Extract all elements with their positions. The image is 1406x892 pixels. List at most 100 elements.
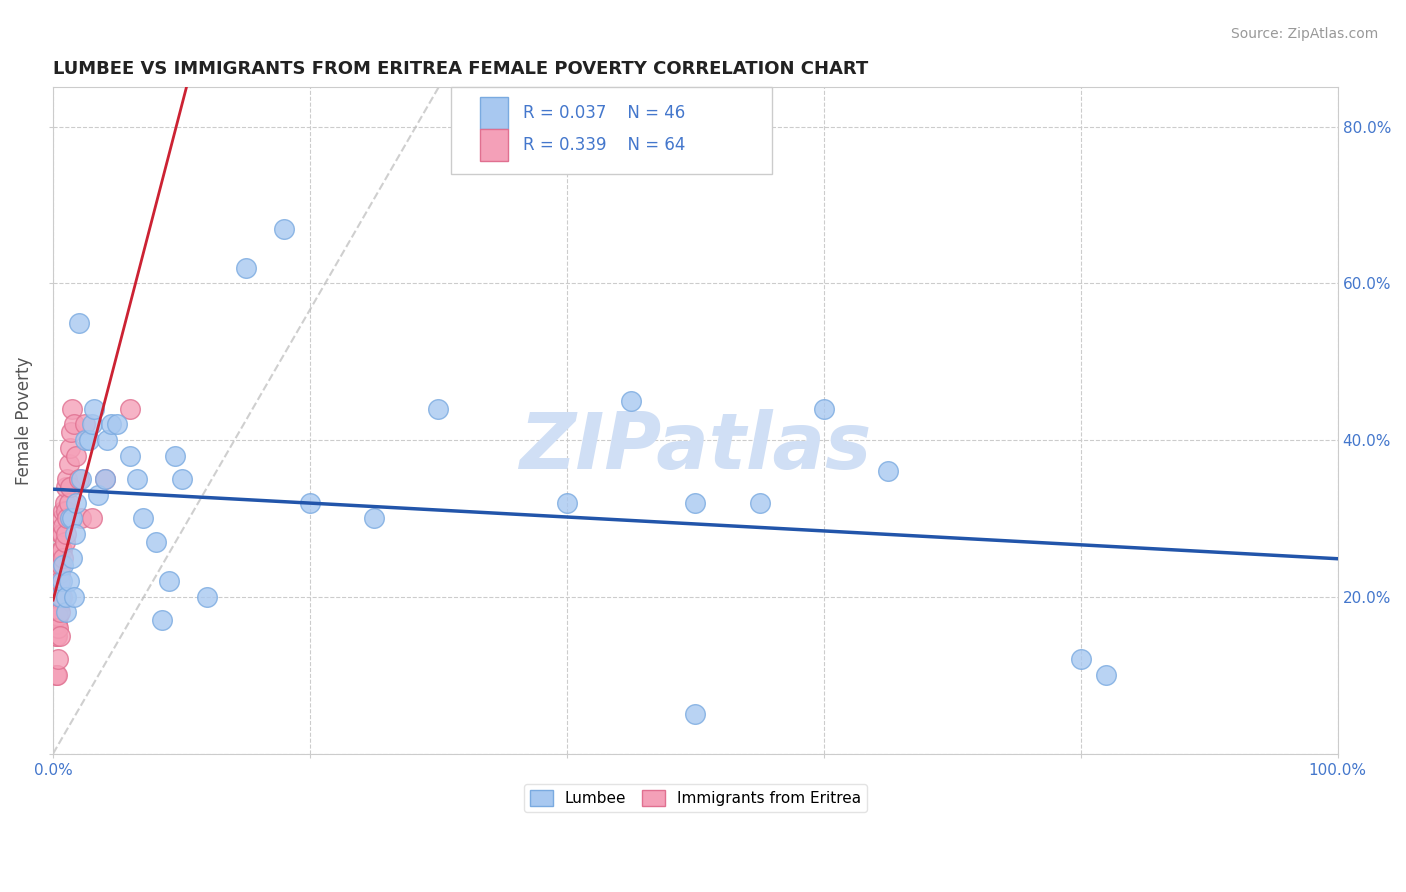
Point <box>56 511 79 525</box>
Point <box>53 496 76 510</box>
Point <box>165 449 187 463</box>
Point <box>195 590 218 604</box>
Point <box>60 401 83 416</box>
Point <box>132 511 155 525</box>
Point <box>363 511 385 525</box>
Point <box>48 550 70 565</box>
Point <box>49 542 72 557</box>
FancyBboxPatch shape <box>479 97 508 129</box>
Point <box>83 401 105 416</box>
Point <box>93 472 115 486</box>
Point <box>80 511 103 525</box>
Point <box>51 542 73 557</box>
Point <box>53 535 76 549</box>
Point <box>150 613 173 627</box>
Point <box>45 668 67 682</box>
Point <box>55 480 77 494</box>
Point <box>48 590 70 604</box>
Point <box>93 472 115 486</box>
Point <box>46 621 69 635</box>
Point <box>44 601 66 615</box>
Point <box>45 598 67 612</box>
Point <box>46 601 69 615</box>
Point <box>46 593 69 607</box>
Point <box>67 316 90 330</box>
Point <box>49 527 72 541</box>
Point <box>45 593 67 607</box>
FancyBboxPatch shape <box>451 87 772 174</box>
Point <box>60 511 83 525</box>
Point <box>46 598 69 612</box>
Point <box>55 503 77 517</box>
Point <box>49 558 72 573</box>
Text: R = 0.037    N = 46: R = 0.037 N = 46 <box>523 104 686 122</box>
Text: Source: ZipAtlas.com: Source: ZipAtlas.com <box>1230 27 1378 41</box>
Point <box>48 606 70 620</box>
Point <box>48 566 70 581</box>
Point <box>48 590 70 604</box>
Point <box>46 609 69 624</box>
Legend: Lumbee, Immigrants from Eritrea: Lumbee, Immigrants from Eritrea <box>523 784 868 813</box>
Point <box>48 574 70 588</box>
Point <box>1070 652 1092 666</box>
Point <box>125 472 148 486</box>
Point <box>105 417 128 432</box>
Point <box>46 590 69 604</box>
Point <box>46 593 69 607</box>
Point <box>877 465 900 479</box>
Text: R = 0.339    N = 64: R = 0.339 N = 64 <box>523 136 686 153</box>
Point <box>55 590 77 604</box>
Point <box>100 417 122 432</box>
Point <box>145 535 167 549</box>
Point <box>51 511 73 525</box>
Point <box>49 590 72 604</box>
Point <box>52 503 75 517</box>
Point <box>70 472 93 486</box>
Point <box>46 617 69 632</box>
Point <box>170 472 193 486</box>
Point <box>46 629 69 643</box>
Point <box>52 550 75 565</box>
Point <box>58 457 80 471</box>
Point <box>51 527 73 541</box>
Point <box>65 496 87 510</box>
Point <box>44 593 66 607</box>
Point <box>51 590 73 604</box>
Point <box>235 260 257 275</box>
Point <box>87 488 110 502</box>
Point <box>45 617 67 632</box>
Point <box>45 590 67 604</box>
Point <box>46 668 69 682</box>
Point <box>67 472 90 486</box>
Point <box>273 221 295 235</box>
Point <box>75 433 97 447</box>
Point <box>58 574 80 588</box>
Point <box>70 511 93 525</box>
Point <box>813 401 835 416</box>
Text: LUMBEE VS IMMIGRANTS FROM ERITREA FEMALE POVERTY CORRELATION CHART: LUMBEE VS IMMIGRANTS FROM ERITREA FEMALE… <box>53 60 869 78</box>
Point <box>96 433 118 447</box>
Point <box>620 393 643 408</box>
Point <box>65 449 87 463</box>
Point <box>44 598 66 612</box>
Point <box>46 601 69 615</box>
Point <box>55 606 77 620</box>
Point <box>77 433 100 447</box>
Point <box>748 496 770 510</box>
Point <box>120 401 142 416</box>
Point <box>427 401 450 416</box>
Point <box>51 574 73 588</box>
Point <box>120 449 142 463</box>
Point <box>62 417 84 432</box>
Point <box>56 472 79 486</box>
Point <box>46 652 69 666</box>
Point <box>45 629 67 643</box>
FancyBboxPatch shape <box>479 128 508 161</box>
Point <box>45 609 67 624</box>
Point <box>63 527 86 541</box>
Point <box>685 707 707 722</box>
Point <box>59 441 82 455</box>
Point <box>299 496 322 510</box>
Point <box>55 527 77 541</box>
Point <box>59 480 82 494</box>
